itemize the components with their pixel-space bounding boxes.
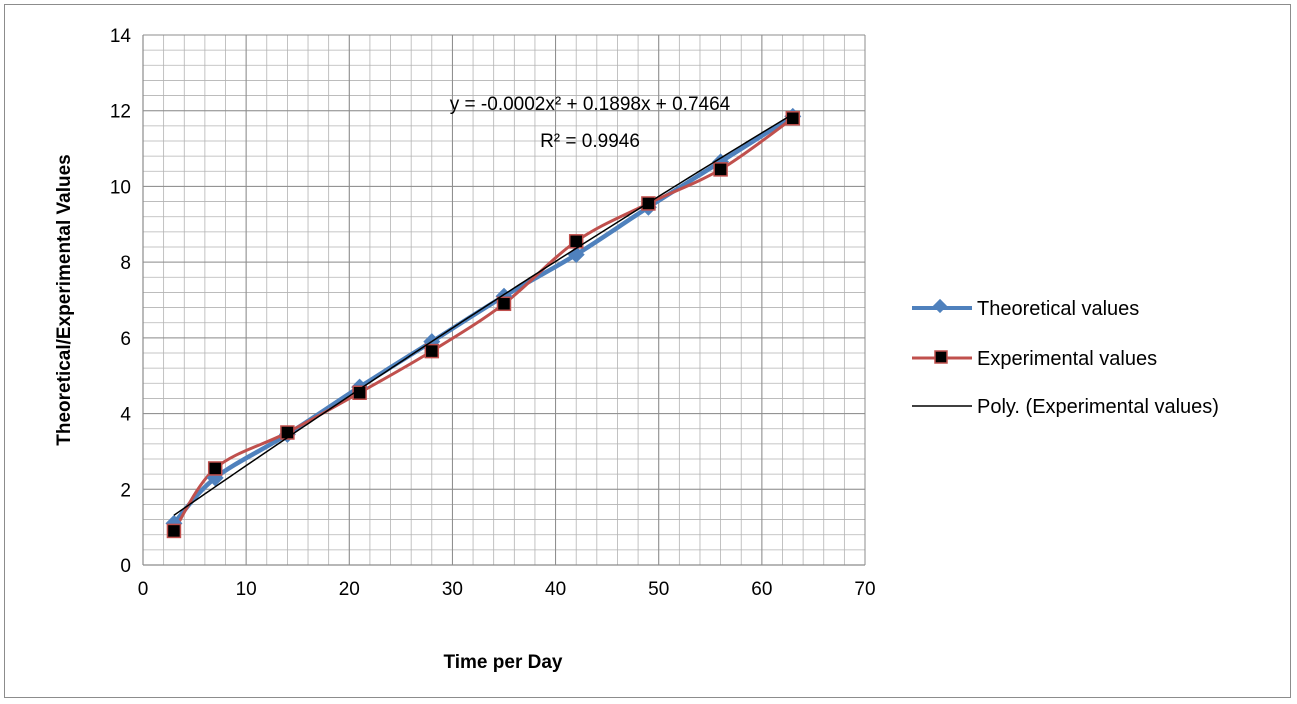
trendline-equation: y = -0.0002x² + 0.1898x + 0.7464 (450, 94, 731, 115)
x-tick-labels: 0 10 20 30 40 50 60 70 (138, 579, 876, 600)
y-tick-label: 8 (120, 253, 131, 274)
x-tick-label: 60 (751, 579, 772, 600)
legend: Theoretical values Experimental values P… (912, 298, 1219, 418)
legend-item-theoretical: Theoretical values (912, 298, 1139, 320)
x-tick-label: 70 (854, 579, 875, 600)
x-tick-label: 20 (339, 579, 360, 600)
y-tick-label: 0 (120, 556, 131, 577)
x-tick-label: 40 (545, 579, 566, 600)
y-tick-label: 6 (120, 329, 131, 350)
data-point-experimental (207, 461, 223, 476)
y-tick-label: 14 (110, 26, 132, 47)
legend-label-trendline: Poly. (Experimental values) (977, 396, 1219, 418)
legend-label-experimental: Experimental values (977, 348, 1157, 370)
chart-frame (4, 4, 1291, 698)
trendline (173, 113, 794, 516)
y-tick-label: 2 (120, 480, 131, 501)
legend-item-experimental: Experimental values (912, 348, 1157, 370)
x-axis-title: Time per Day (444, 652, 563, 673)
data-point-experimental (785, 111, 801, 126)
y-tick-labels: 0 2 4 6 8 10 12 14 (110, 26, 132, 577)
x-tick-label: 0 (138, 579, 149, 600)
x-tick-label: 30 (442, 579, 463, 600)
trendline-group (173, 113, 794, 516)
y-tick-label: 4 (120, 405, 131, 426)
y-tick-label: 12 (110, 102, 131, 123)
x-tick-label: 10 (236, 579, 257, 600)
data-point-experimental (424, 343, 440, 359)
legend-item-trendline: Poly. (Experimental values) (912, 396, 1219, 418)
y-tick-label: 10 (110, 177, 131, 198)
axes (142, 35, 865, 566)
data-point-experimental (713, 162, 728, 177)
x-tick-label: 50 (648, 579, 669, 600)
trendline-r-squared: R² = 0.9946 (540, 131, 640, 152)
data-point-experimental (496, 296, 512, 312)
y-axis-title: Theoretical/Experimental Values (54, 154, 75, 445)
legend-label-theoretical: Theoretical values (977, 298, 1139, 320)
series-line-experimental (172, 117, 794, 532)
data-point-experimental (166, 523, 182, 539)
